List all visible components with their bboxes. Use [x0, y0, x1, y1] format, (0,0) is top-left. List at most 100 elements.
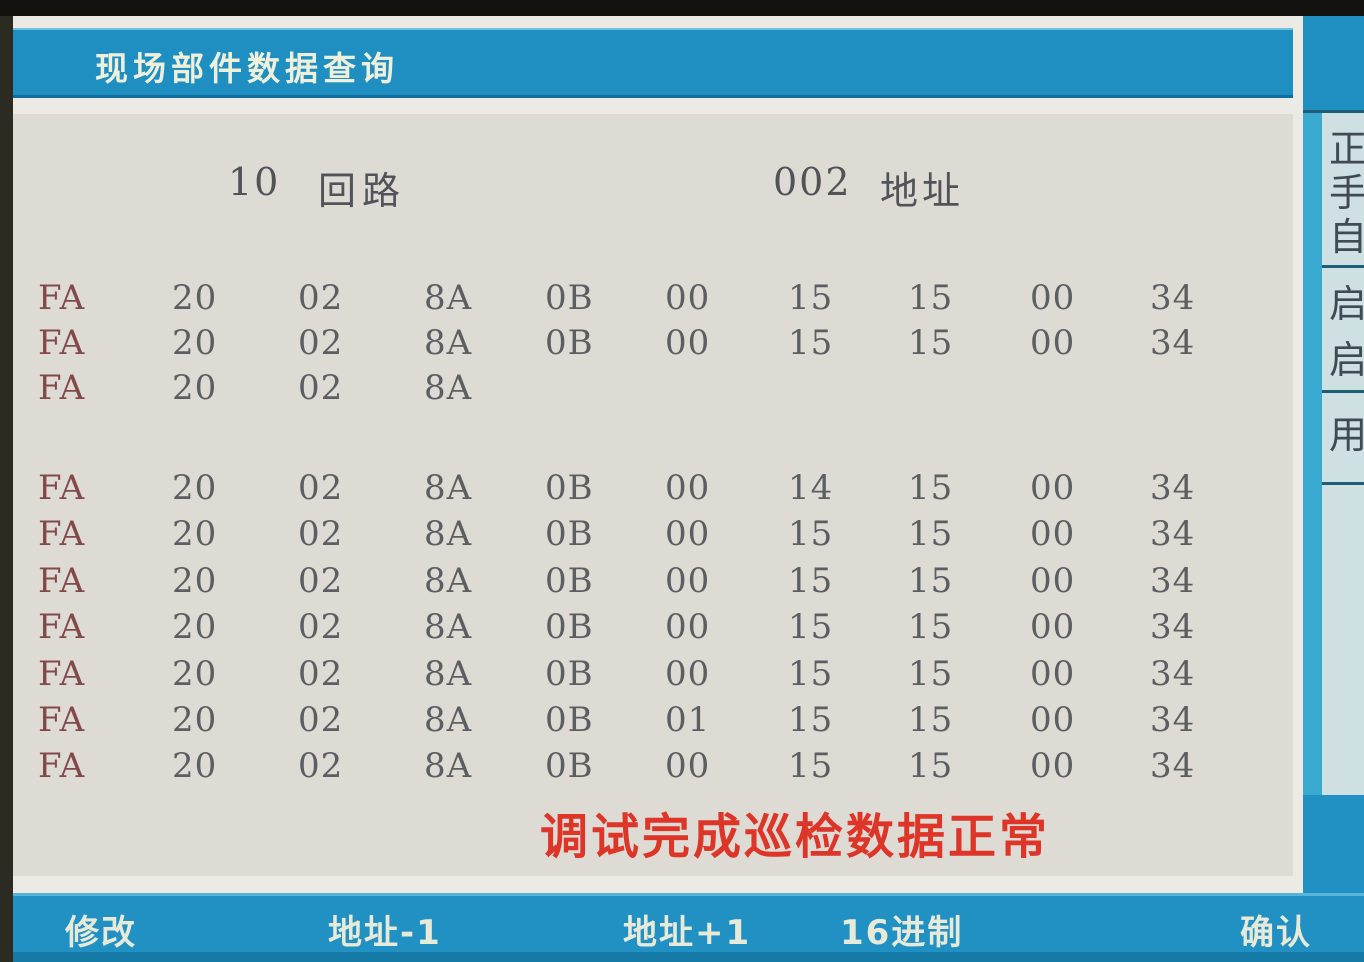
hex-cell: 15: [788, 653, 834, 694]
hex-cell: 34: [1150, 323, 1196, 363]
hex-cell: 0B: [545, 468, 594, 508]
table-row: FA 20 02 8A 0B 00 15 15 00 34: [0, 514, 1293, 560]
data-row-group-2: FA 20 02 8A 0B 00 14 15 00 34 FA 20 02 8A 0B 00 15 15 00 34…: [0, 468, 1293, 793]
softkey-hex-mode[interactable]: 16进制: [840, 913, 964, 953]
hex-cell: 34: [1150, 699, 1196, 740]
hex-cell: 02: [298, 468, 344, 508]
hex-cell: 15: [788, 560, 834, 601]
hex-cell: 20: [172, 514, 218, 555]
hex-cell: 15: [908, 323, 954, 363]
hex-cell: 20: [172, 653, 218, 694]
hex-cell: 20: [172, 699, 218, 740]
hex-cell: FA: [38, 323, 86, 363]
page-title: 现场部件数据查询: [95, 49, 399, 88]
hex-cell: 20: [172, 746, 218, 787]
bezel-left-edge: [0, 16, 13, 962]
hex-cell: 00: [665, 560, 711, 601]
status-message: 调试完成巡检数据正常: [540, 809, 1051, 865]
hex-cell: 15: [908, 468, 954, 508]
hex-cell: 8A: [424, 278, 473, 318]
hex-cell: 15: [788, 278, 834, 318]
hex-cell: 8A: [424, 514, 473, 555]
hex-cell: FA: [38, 699, 86, 740]
hex-cell: 8A: [424, 323, 473, 363]
hex-cell: 02: [298, 746, 344, 787]
table-row: FA 20 02 8A: [0, 368, 1293, 413]
hex-cell: 20: [172, 323, 218, 363]
softkey-address-plus[interactable]: 地址+1: [623, 913, 752, 953]
hex-cell: 8A: [424, 607, 473, 648]
address-label: 地址: [880, 169, 965, 213]
table-row: FA 20 02 8A 0B 00 15 15 00 34: [0, 323, 1293, 368]
hex-cell: 00: [665, 278, 711, 318]
hex-cell: 0B: [545, 278, 594, 318]
hex-cell: 8A: [424, 699, 473, 740]
hex-cell: FA: [38, 560, 86, 601]
hex-cell: 15: [908, 699, 954, 740]
main-panel: 现场部件数据查询: [13, 16, 1293, 893]
hex-cell: 02: [298, 368, 344, 408]
hex-cell: 34: [1150, 607, 1196, 648]
hex-cell: 02: [298, 514, 344, 555]
table-row: FA 20 02 8A 0B 00 15 15 00 34: [0, 654, 1293, 700]
sidebar-item-label: 用: [1329, 413, 1364, 457]
softkey-modify[interactable]: 修改: [65, 913, 137, 953]
sidebar-item-group[interactable]: 用: [1322, 393, 1364, 485]
hex-cell: 15: [788, 514, 834, 555]
loop-number-field[interactable]: 10: [228, 160, 281, 204]
bezel-top-strip: [0, 0, 1364, 16]
hex-cell: 0B: [545, 653, 594, 694]
sidebar-item-label: 正: [1329, 127, 1364, 171]
hex-cell: FA: [38, 746, 86, 787]
sidebar-item-group[interactable]: 正手自: [1322, 113, 1364, 268]
sidebar-bottom-block: [1303, 795, 1364, 893]
hex-cell: FA: [38, 514, 86, 555]
hex-cell: 0B: [545, 699, 594, 740]
hex-cell: 34: [1150, 653, 1196, 694]
hex-cell: 00: [665, 607, 711, 648]
hex-cell: 02: [298, 653, 344, 694]
hex-cell: 15: [788, 699, 834, 740]
hex-cell: 00: [1030, 653, 1076, 694]
hex-cell: 02: [298, 560, 344, 601]
hex-cell: 00: [1030, 323, 1076, 363]
hex-cell: 0B: [545, 323, 594, 363]
sidebar: 正手自启启用: [1303, 110, 1364, 795]
hex-cell: 00: [1030, 699, 1076, 740]
sidebar-item-group[interactable]: 启启: [1322, 268, 1364, 393]
hex-cell: 00: [665, 653, 711, 694]
hex-cell: 20: [172, 368, 218, 408]
hex-cell: 00: [665, 746, 711, 787]
address-number-field[interactable]: 002: [773, 160, 852, 204]
title-bar: 现场部件数据查询: [13, 28, 1293, 98]
hex-cell: 15: [908, 607, 954, 648]
hex-cell: 00: [665, 323, 711, 363]
hex-cell: 02: [298, 607, 344, 648]
hex-cell: 00: [1030, 607, 1076, 648]
hex-cell: 8A: [424, 560, 473, 601]
hex-cell: 20: [172, 278, 218, 318]
hex-cell: 15: [908, 514, 954, 555]
hex-cell: 15: [788, 607, 834, 648]
hex-cell: 15: [908, 746, 954, 787]
hex-cell: 14: [788, 468, 834, 508]
hex-cell: FA: [38, 368, 86, 408]
hex-cell: 15: [908, 560, 954, 601]
hex-cell: 20: [172, 468, 218, 508]
hex-cell: 15: [908, 653, 954, 694]
panel-divider: [1293, 16, 1303, 893]
hex-cell: 8A: [424, 653, 473, 694]
hex-cell: 20: [172, 560, 218, 601]
table-row: FA 20 02 8A 0B 00 14 15 00 34: [0, 468, 1293, 514]
softkey-address-minus[interactable]: 地址-1: [328, 913, 442, 953]
hex-cell: 02: [298, 278, 344, 318]
hex-cell: 15: [788, 746, 834, 787]
data-row-group-1: FA 20 02 8A 0B 00 15 15 00 34 FA 20 02 8A 0B 00 15 15 00 34…: [0, 278, 1293, 413]
hex-cell: 0B: [545, 746, 594, 787]
sidebar-item-label: 自: [1329, 215, 1364, 259]
hex-cell: 00: [1030, 514, 1076, 555]
softkey-confirm[interactable]: 确认: [1240, 913, 1312, 953]
sidebar-item-label: 手: [1329, 171, 1364, 215]
sidebar-item-label: 启: [1329, 282, 1364, 326]
